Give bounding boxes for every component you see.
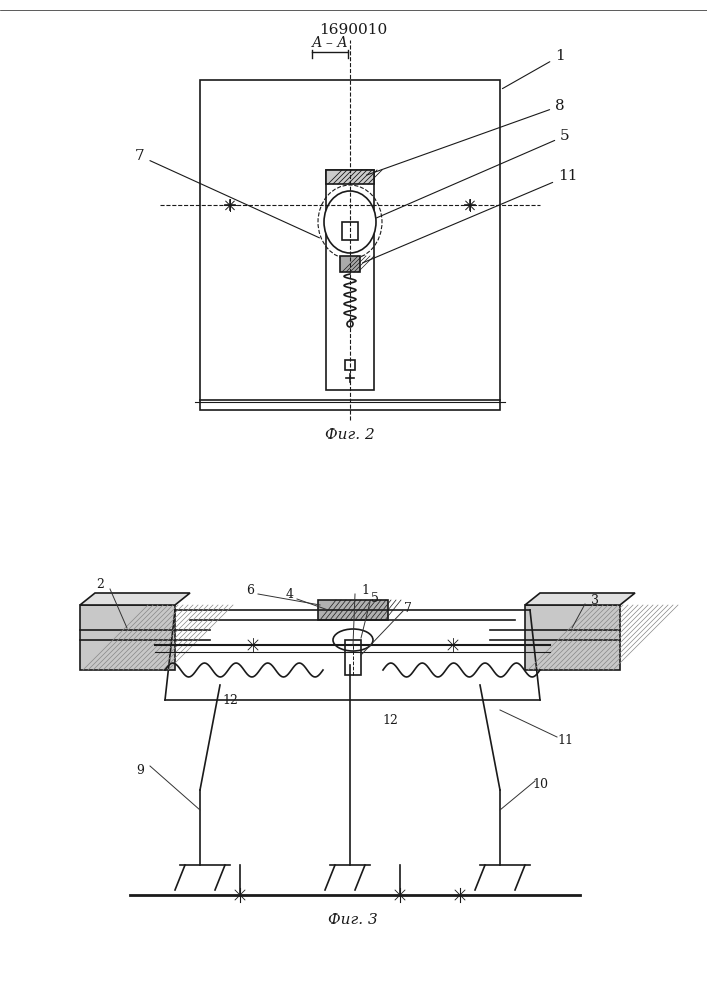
Text: 12: 12 xyxy=(382,714,398,726)
Text: 3: 3 xyxy=(591,593,599,606)
Text: 7: 7 xyxy=(135,149,320,238)
Bar xyxy=(326,170,374,184)
Text: 10: 10 xyxy=(532,778,548,792)
Text: 1690010: 1690010 xyxy=(319,23,387,37)
Text: 9: 9 xyxy=(136,764,144,776)
Bar xyxy=(326,170,374,390)
Text: 12: 12 xyxy=(222,694,238,706)
Bar xyxy=(342,222,358,240)
Text: 4: 4 xyxy=(286,588,294,601)
Text: 7: 7 xyxy=(404,601,412,614)
Text: 2: 2 xyxy=(96,578,104,591)
Polygon shape xyxy=(80,593,190,605)
Bar xyxy=(525,605,620,670)
Bar xyxy=(345,360,355,370)
Bar xyxy=(200,80,500,410)
Text: 5: 5 xyxy=(371,591,379,604)
Circle shape xyxy=(347,321,353,327)
Text: 5: 5 xyxy=(377,129,570,218)
Bar xyxy=(318,600,388,620)
Text: Фиг. 3: Фиг. 3 xyxy=(328,913,378,927)
Ellipse shape xyxy=(324,191,376,253)
Text: 1: 1 xyxy=(503,49,565,89)
Ellipse shape xyxy=(333,629,373,651)
Polygon shape xyxy=(525,593,635,605)
Text: Фиг. 2: Фиг. 2 xyxy=(325,428,375,442)
Text: 1: 1 xyxy=(361,584,369,596)
Text: 11: 11 xyxy=(363,169,578,263)
Text: 11: 11 xyxy=(557,734,573,746)
Bar xyxy=(80,605,175,670)
Text: 6: 6 xyxy=(246,584,254,596)
Text: А – А: А – А xyxy=(312,36,349,50)
Bar xyxy=(345,640,361,675)
Bar xyxy=(340,256,360,272)
Text: 8: 8 xyxy=(367,99,565,175)
